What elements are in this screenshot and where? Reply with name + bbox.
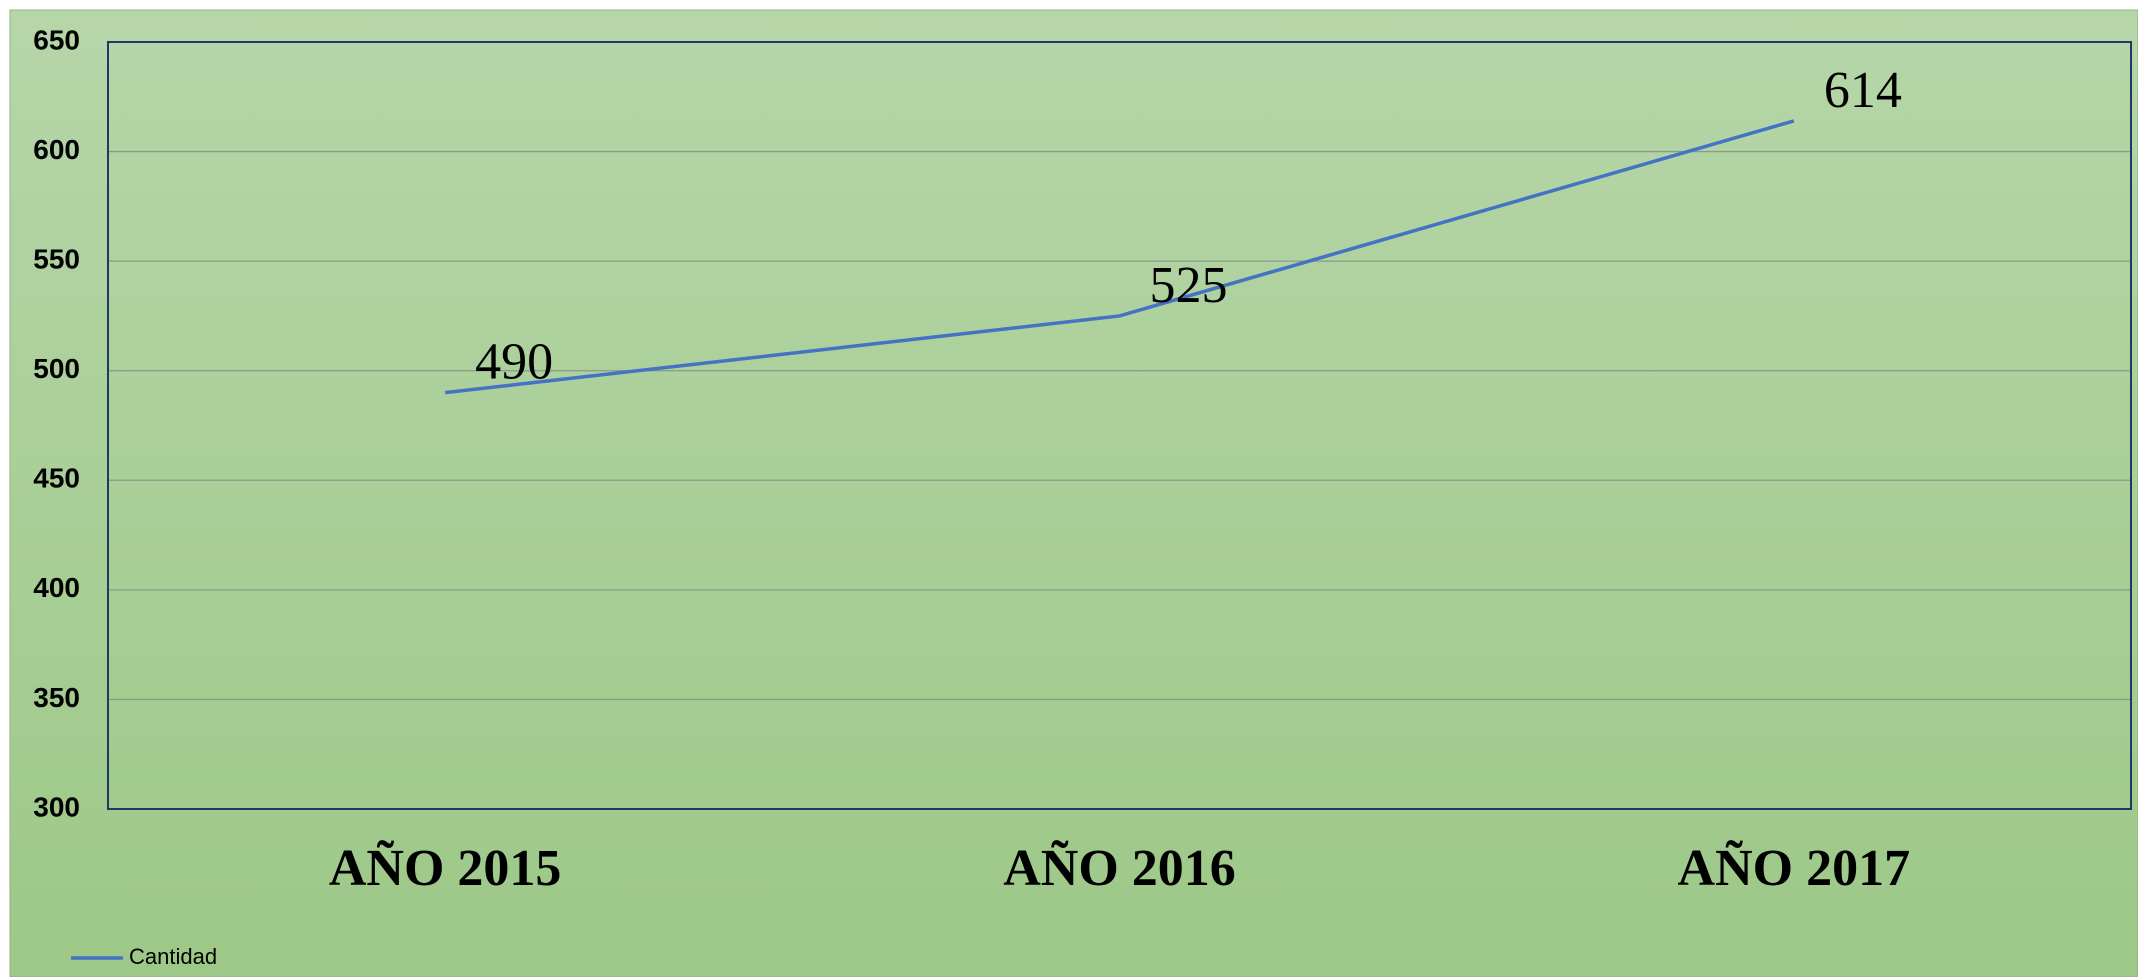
data-line — [444, 119, 1795, 395]
plot-border — [107, 41, 2132, 810]
y-tick-label: 600 — [33, 134, 80, 165]
data-label: 614 — [1824, 62, 1902, 119]
data-label: 525 — [1150, 257, 1228, 314]
legend-label: Cantidad — [129, 944, 217, 969]
data-label: 490 — [475, 334, 553, 391]
x-tick-label: AÑO 2016 — [1003, 839, 1236, 897]
chart-background — [9, 9, 2138, 977]
y-tick-label: 400 — [33, 572, 80, 603]
y-tick-label: 500 — [33, 353, 80, 384]
y-tick-label: 450 — [33, 463, 80, 494]
y-tick-label: 650 — [33, 24, 80, 55]
y-tick-label: 550 — [33, 244, 80, 275]
y-tick-label: 300 — [33, 791, 80, 822]
x-tick-label: AÑO 2015 — [329, 839, 562, 897]
x-tick-label: AÑO 2017 — [1678, 839, 1911, 897]
y-tick-label: 350 — [33, 682, 80, 713]
